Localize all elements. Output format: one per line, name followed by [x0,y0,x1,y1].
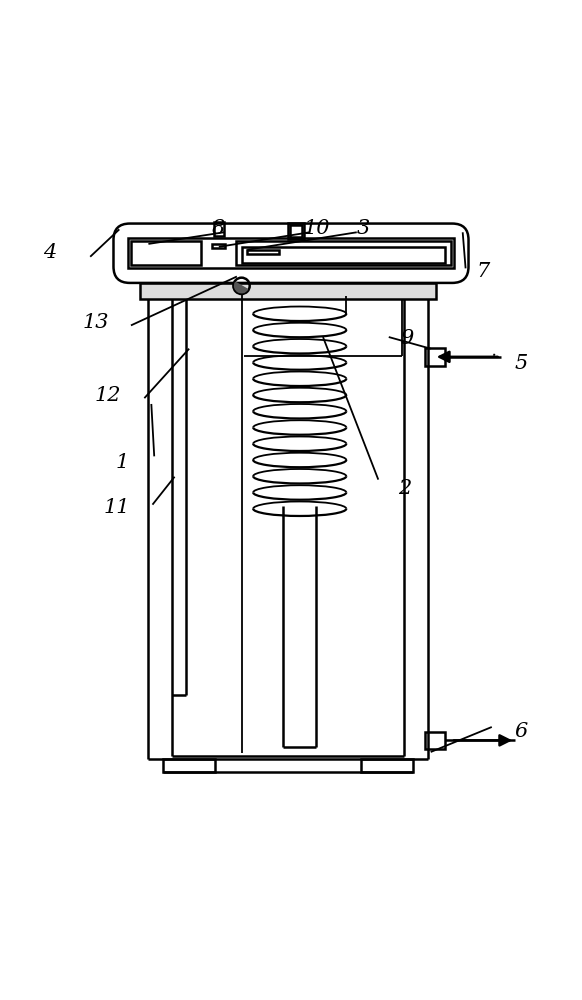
Text: 9: 9 [401,329,414,348]
Bar [425,348,445,366]
Text: 1: 1 [116,453,129,472]
Bar [140,283,436,299]
Text: 12: 12 [94,386,121,405]
Bar [214,222,224,236]
Wedge shape [235,282,247,293]
Text: 2: 2 [398,479,411,498]
Text: 13: 13 [83,313,109,332]
Text: 5: 5 [514,354,527,373]
Bar [236,241,451,265]
Bar [163,759,215,772]
Text: 8: 8 [212,219,225,238]
Bar [247,250,279,254]
Bar [131,241,201,265]
Text: 7: 7 [477,262,489,281]
Text: 6: 6 [514,722,527,741]
Bar [288,223,304,239]
Bar [242,247,445,263]
Bar [425,732,445,749]
Bar [361,759,413,772]
Bar [212,244,225,248]
Text: 11: 11 [103,498,130,517]
Text: 4: 4 [43,243,56,262]
Text: 10: 10 [304,219,331,238]
Bar [290,225,302,237]
Text: 3: 3 [357,219,370,238]
Bar [128,238,454,268]
